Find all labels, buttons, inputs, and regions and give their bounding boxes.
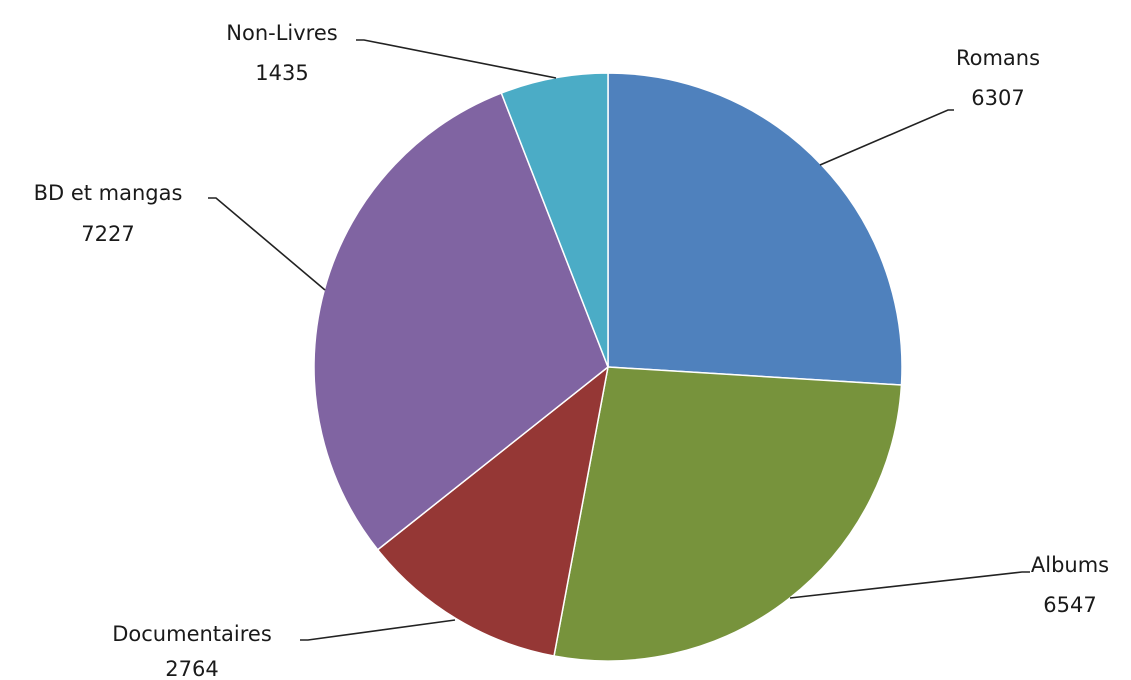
- leader-line-albums: [789, 571, 1030, 599]
- slice-value-albums: 6547: [1043, 593, 1096, 617]
- leader-line-bd-et-mangas: [208, 197, 326, 291]
- slice-value-non-livres: 1435: [255, 61, 308, 85]
- slice-label-bd-et-mangas: BD et mangas: [34, 181, 183, 205]
- slice-label-albums: Albums: [1031, 553, 1109, 577]
- slice-label-romans: Romans: [956, 46, 1040, 70]
- slice-label-non-livres: Non-Livres: [226, 21, 337, 45]
- slice-value-romans: 6307: [971, 86, 1024, 110]
- slice-label-documentaires: Documentaires: [112, 622, 272, 646]
- slice-value-bd-et-mangas: 7227: [81, 222, 134, 246]
- pie-slice-romans: [607, 72, 903, 386]
- leader-line-romans: [819, 109, 954, 166]
- pie-slice-documentaires: [376, 365, 610, 657]
- slice-value-documentaires: 2764: [165, 657, 218, 680]
- data-labels: Romans 6307 Albums 6547 Documentaires 2764 BD …: [34, 21, 1110, 680]
- pie-slices: [313, 72, 903, 662]
- leader-line-non-livres: [356, 39, 557, 79]
- leader-lines: [208, 39, 1030, 641]
- pie-slice-albums: [553, 366, 903, 662]
- leader-line-documentaires: [300, 619, 456, 641]
